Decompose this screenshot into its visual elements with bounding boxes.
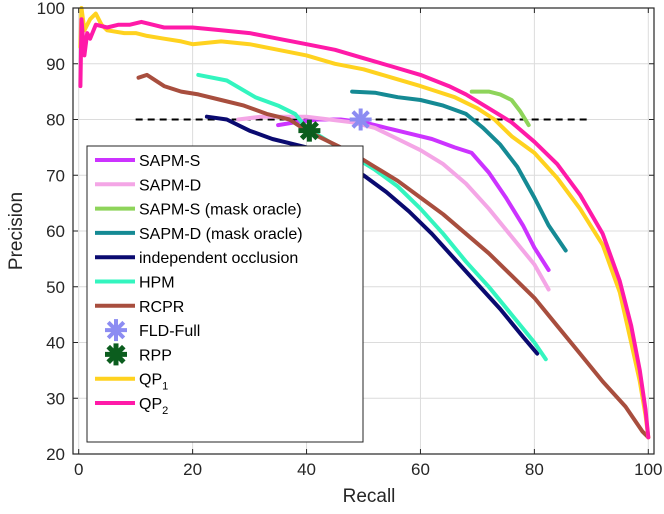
legend-item-rpp: RPP: [105, 343, 172, 366]
y-tick-label-70: 70: [46, 166, 65, 185]
y-tick-label-60: 60: [46, 222, 65, 241]
series-line-sapm-s-mask-oracle: [469, 89, 531, 128]
series-line-sapm-d-mask-oracle: [350, 89, 568, 253]
legend-box: [86, 145, 364, 443]
x-tick-label-20: 20: [183, 460, 202, 479]
y-tick-label-20: 20: [46, 445, 65, 464]
legend-label: RPP: [139, 347, 172, 364]
legend: SAPM-S SAPM-D SAPM-S (mask oracle) SAPM-D (…: [86, 145, 364, 443]
legend-item-sapm-s: SAPM-S: [95, 153, 200, 170]
legend-label: SAPM-D (mask oracle): [139, 226, 303, 243]
legend-label: RCPR: [139, 299, 184, 316]
legend-label: SAPM-D: [139, 177, 201, 194]
marker-rpp: [298, 119, 321, 142]
y-tick-label-50: 50: [46, 278, 65, 297]
legend-label: SAPM-S: [139, 153, 200, 170]
legend-item-rcpr: RCPR: [95, 299, 184, 316]
legend-item-sapm-d-mask-oracle: SAPM-D (mask oracle): [95, 226, 303, 243]
series-line-sapm-d: [236, 114, 551, 292]
tick-labels: 0 20 40 60 80 100 20 30 40 50 60 70 80 90 100: [37, 0, 663, 479]
series-line-independent-occlusion: [204, 114, 540, 356]
series-line-rcpr: [136, 72, 651, 440]
y-tick-label-80: 80: [46, 111, 65, 130]
series-line-hpm: [196, 72, 548, 362]
x-tick-label-80: 80: [525, 460, 544, 479]
legend-item-sapm-s-mask-oracle: SAPM-S (mask oracle): [95, 202, 302, 219]
legend-label: FLD-Full: [139, 323, 200, 340]
axes: [72, 7, 655, 455]
y-tick-label-30: 30: [46, 389, 65, 408]
legend-item-qp1: QP1: [95, 372, 168, 393]
legend-marker: [105, 319, 127, 342]
legend-label: independent occlusion: [139, 250, 298, 267]
legend-item-sapm-d: SAPM-D: [95, 177, 201, 194]
x-tick-label-100: 100: [634, 460, 662, 479]
x-tick-label-0: 0: [74, 460, 83, 479]
x-axis-title: Recall: [343, 486, 396, 507]
legend-marker: [105, 343, 127, 366]
legend-item-hpm: HPM: [95, 275, 175, 292]
legend-label: QP2: [139, 396, 168, 417]
y-axis-title: Precision: [6, 192, 27, 270]
y-tick-label-90: 90: [46, 55, 65, 74]
legend-label: HPM: [139, 275, 175, 292]
legend-item-qp2: QP2: [95, 396, 168, 417]
marker-fld-full: [349, 108, 372, 131]
legend-label: QP1: [139, 372, 168, 393]
series-layer: [78, 6, 651, 440]
y-tick-label-40: 40: [46, 334, 65, 353]
legend-label: SAPM-S (mask oracle): [139, 202, 302, 219]
x-tick-label-40: 40: [297, 460, 316, 479]
legend-item-independent-occlusion: independent occlusion: [95, 250, 298, 267]
legend-item-fld-full: FLD-Full: [105, 319, 200, 342]
series-line-qp2: [78, 17, 651, 440]
x-tick-label-60: 60: [411, 460, 430, 479]
y-tick-label-100: 100: [37, 0, 65, 18]
